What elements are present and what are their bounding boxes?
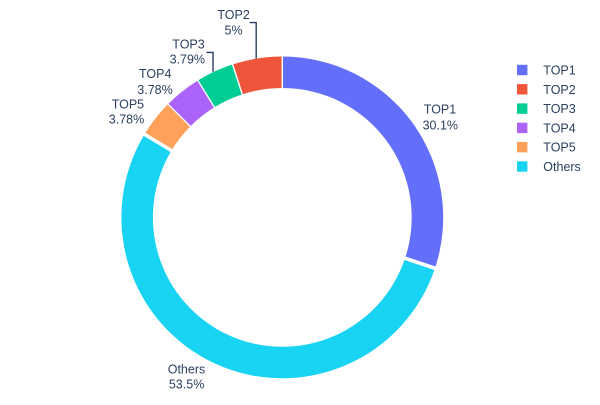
- svg-text:TOP3: TOP3: [172, 38, 204, 52]
- svg-text:TOP2: TOP2: [543, 83, 575, 97]
- svg-text:TOP4: TOP4: [139, 67, 171, 81]
- svg-text:TOP4: TOP4: [543, 121, 575, 135]
- svg-text:5%: 5%: [225, 24, 243, 38]
- svg-text:TOP5: TOP5: [112, 97, 144, 111]
- svg-text:TOP1: TOP1: [543, 64, 575, 78]
- svg-text:3.79%: 3.79%: [170, 52, 205, 66]
- svg-text:3.78%: 3.78%: [137, 83, 172, 97]
- svg-text:TOP5: TOP5: [543, 141, 575, 155]
- svg-text:Others: Others: [543, 160, 581, 174]
- svg-text:TOP3: TOP3: [543, 102, 575, 116]
- svg-text:Others: Others: [168, 362, 206, 376]
- svg-text:TOP1: TOP1: [424, 103, 456, 117]
- svg-text:TOP2: TOP2: [217, 8, 249, 22]
- svg-text:53.5%: 53.5%: [169, 378, 204, 392]
- svg-text:3.78%: 3.78%: [109, 113, 144, 127]
- svg-text:30.1%: 30.1%: [423, 118, 458, 132]
